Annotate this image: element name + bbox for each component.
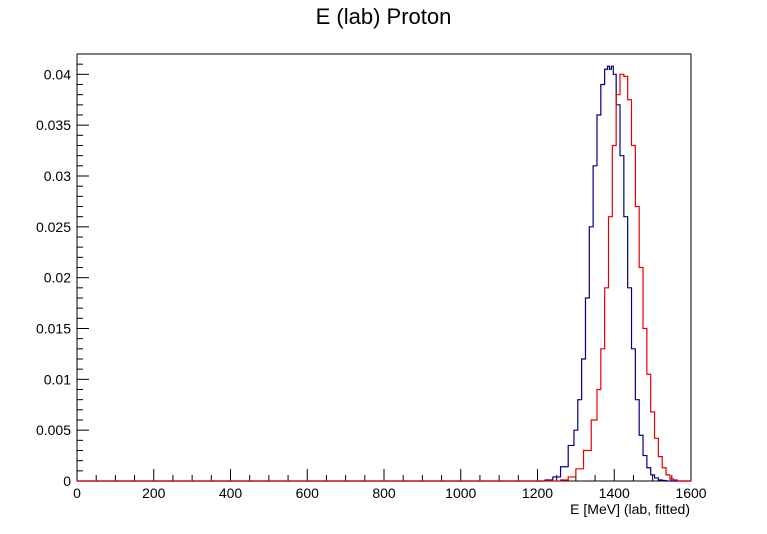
y-tick-label: 0.03: [44, 168, 71, 184]
y-tick-label: 0.035: [36, 117, 71, 133]
histogram-series-1: [77, 65, 691, 482]
y-tick-label: 0.01: [44, 371, 71, 387]
x-tick-label: 1200: [522, 485, 553, 501]
y-tick-label: 0.005: [36, 422, 71, 438]
y-tick-label: 0.02: [44, 270, 71, 286]
histogram-series-2: [77, 73, 691, 482]
x-tick-label: 1600: [675, 485, 706, 501]
x-tick-label: 200: [142, 485, 166, 501]
axes-layer: 0 200 400 600 800 1000 1200 1400 1600 0 0.005 0.01 0…: [36, 53, 707, 501]
x-tick-label: 400: [219, 485, 243, 501]
y-tick-label: 0.015: [36, 321, 71, 337]
x-tick-label: 1400: [599, 485, 630, 501]
series-layer: [77, 65, 691, 482]
y-tick-label: 0.04: [44, 66, 71, 82]
x-tick-label: 800: [372, 485, 396, 501]
y-tick-label: 0.025: [36, 219, 71, 235]
x-axis-label: E [MeV] (lab, fitted): [570, 501, 690, 517]
x-tick-label: 600: [296, 485, 320, 501]
x-tick-label: 0: [73, 485, 81, 501]
chart-title: E (lab) Proton: [315, 4, 452, 29]
y-tick-label: 0: [63, 473, 71, 489]
x-tick-label: 1000: [445, 485, 476, 501]
plot-frame: [76, 53, 692, 482]
